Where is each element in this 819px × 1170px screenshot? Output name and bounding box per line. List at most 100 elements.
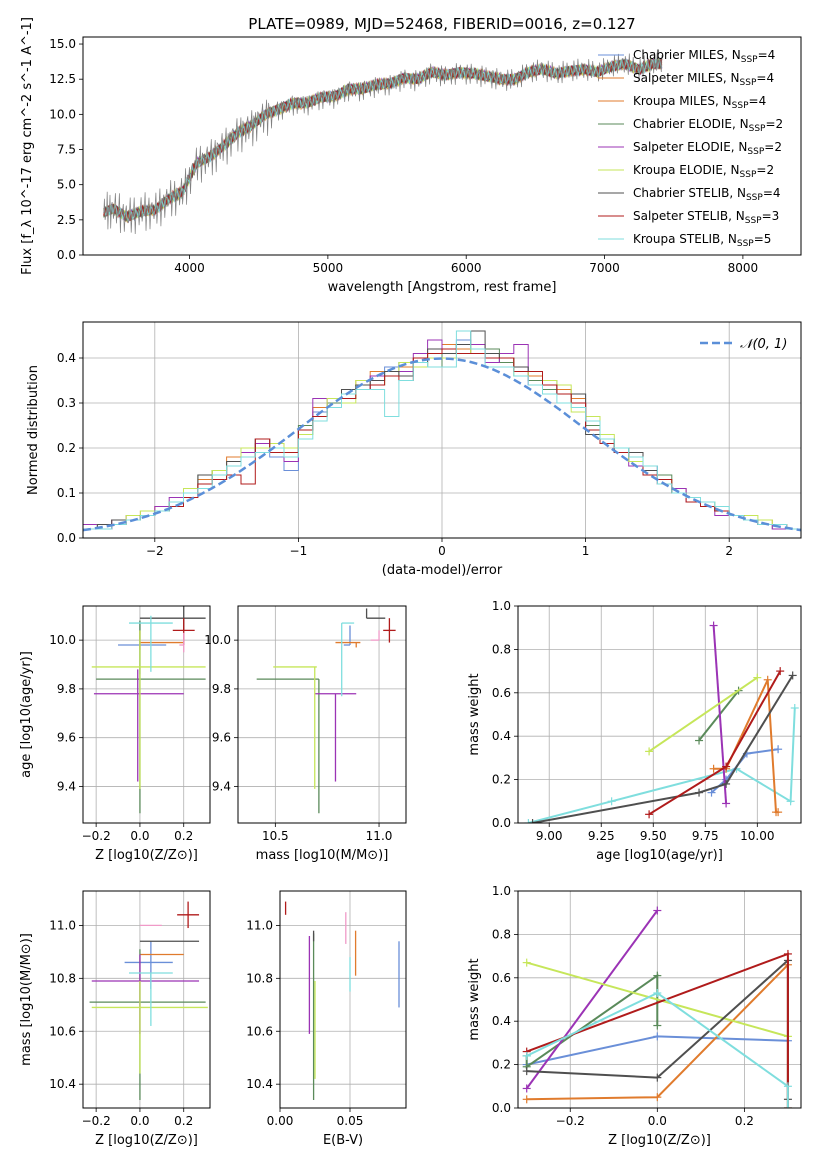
chart-age_vs_mass: 10.5 11.0 9.4 9.6 9.8 10.0 mass [log10(M/M⊙)] — [204, 605, 407, 863]
y-tick-label: 12.5 — [49, 72, 76, 86]
x-axis-label: Z [log10(Z/Z⊙)] — [95, 1133, 198, 1148]
y-axis-label: age [log10(age/yr)] — [19, 651, 34, 778]
chart-residuals: −2 −1 0 1 2 0.0 0.1 0.2 0.3 0.4 (data-model)/error… — [26, 321, 802, 578]
y-tick-label: 2.5 — [57, 213, 76, 227]
y-tick-label: 0.0 — [57, 248, 76, 262]
legend-label: Salpeter MILES, NSSP=4 — [633, 71, 774, 88]
legend-text: Kroupa STELIB, N — [633, 232, 737, 246]
errorbar-plot — [256, 608, 396, 814]
x-tick-label: 9.00 — [536, 829, 563, 843]
weight-line — [712, 625, 728, 804]
weight-line — [526, 961, 789, 1038]
weight-line — [525, 973, 659, 1069]
y-tick-label: 0.6 — [492, 971, 511, 985]
weight-plot — [524, 621, 799, 823]
weight-plot — [522, 906, 792, 1108]
legend-text: Kroupa MILES, N — [633, 94, 732, 108]
legend-subscript: SSP — [746, 193, 763, 203]
legend-subscript: SSP — [740, 78, 757, 88]
x-tick-label: 0.2 — [735, 1114, 754, 1128]
x-axis-label: wavelength [Angstrom, rest frame] — [328, 280, 557, 295]
y-tick-label: 0.3 — [57, 396, 76, 410]
x-axis-label: Z [log10(Z/Z⊙)] — [608, 1133, 711, 1148]
histogram-plot — [83, 330, 801, 538]
legend-text: Chabrier MILES, N — [633, 48, 741, 62]
legend-text: Salpeter ELODIE, N — [633, 140, 747, 154]
y-tick-label: 10.4 — [246, 1077, 273, 1091]
errorbar-plot — [91, 606, 206, 814]
gaussian-curve — [83, 357, 801, 532]
x-axis-label: age [log10(age/yr)] — [596, 848, 723, 863]
legend-text: Kroupa ELODIE, N — [633, 163, 740, 177]
y-axis-label: mass [log10(M/M⊙)] — [19, 933, 34, 1066]
x-tick-label: 11.0 — [366, 829, 393, 843]
y-tick-label: 0.8 — [492, 927, 511, 941]
legend-label: Chabrier STELIB, NSSP=4 — [633, 186, 781, 203]
legend-subscript: SSP — [737, 239, 754, 249]
legend-text: =4 — [758, 48, 776, 62]
axes-frame — [517, 890, 802, 1109]
y-tick-label: 0.1 — [57, 486, 76, 500]
legend-subscript: SSP — [732, 101, 749, 111]
legend-label: Chabrier ELODIE, NSSP=2 — [633, 117, 783, 134]
y-tick-label: 0.0 — [492, 1101, 511, 1115]
legend-subscript: SSP — [749, 124, 766, 134]
x-tick-label: 10.00 — [740, 829, 774, 843]
y-tick-label: 0.2 — [492, 1058, 511, 1072]
errorbar-plot — [284, 901, 400, 1101]
x-tick-label: 0.2 — [174, 829, 193, 843]
x-tick-label: 10.5 — [262, 829, 289, 843]
axes-frame — [237, 605, 407, 824]
x-tick-label: 9.75 — [692, 829, 719, 843]
y-tick-label: 9.4 — [57, 779, 76, 793]
chart-title: PLATE=0989, MJD=52468, FIBERID=0016, z=0… — [248, 15, 635, 33]
x-tick-label: 1 — [582, 544, 590, 558]
y-axis-label: mass weight — [467, 673, 482, 755]
y-tick-label: 0.8 — [492, 642, 511, 656]
y-axis-label: Flux [f_λ 10^-17 erg cm^-2 s^-1 A^-1] — [20, 17, 35, 275]
y-tick-label: 9.8 — [212, 682, 231, 696]
y-tick-label: 10.4 — [49, 1077, 76, 1091]
x-tick-label: −0.2 — [82, 1114, 111, 1128]
x-tick-label: −0.2 — [82, 829, 111, 843]
weight-line — [526, 991, 789, 1108]
legend-label: 𝒩(0, 1) — [740, 337, 787, 352]
x-axis-label: E(B-V) — [323, 1133, 363, 1148]
legend-text: =2 — [765, 117, 783, 131]
y-tick-label: 1.0 — [492, 599, 511, 613]
axes-frame — [82, 36, 802, 256]
y-tick-label: 15.0 — [49, 37, 76, 51]
y-tick-label: 9.8 — [57, 682, 76, 696]
legend-subscript: SSP — [740, 170, 757, 180]
legend-text: Salpeter MILES, N — [633, 71, 740, 85]
legend-text: =4 — [763, 186, 781, 200]
observed-spectrum — [103, 52, 663, 235]
x-tick-label: 0 — [438, 544, 446, 558]
x-tick-label: 0.0 — [648, 1114, 667, 1128]
y-tick-label: 7.5 — [57, 143, 76, 157]
chart-mass_vs_Z: −0.2 0.0 0.2 10.4 10.6 10.8 11.0 Z [log10(Z/Z⊙)… — [19, 890, 211, 1148]
y-axis-label: mass weight — [467, 958, 482, 1040]
legend-text: =4 — [756, 71, 774, 85]
x-tick-label: 9.25 — [588, 829, 615, 843]
y-tick-label: 0.0 — [57, 531, 76, 545]
y-tick-label: 9.6 — [212, 731, 231, 745]
axes-frame — [279, 890, 407, 1109]
legend-subscript: SSP — [747, 147, 764, 157]
chart-mass_weight_vs_Z: −0.2 0.0 0.2 0.0 0.2 0.4 0.6 0.8 1.0 Z [log10(Z/Z… — [467, 884, 802, 1148]
y-tick-label: 10.0 — [204, 633, 231, 647]
y-tick-label: 9.6 — [57, 731, 76, 745]
x-tick-label: 8000 — [728, 261, 759, 275]
chart-mass_vs_EBV: 0.00 0.05 10.4 10.6 10.8 11.0 E(B-V) — [246, 890, 407, 1148]
x-axis-label: mass [log10(M/M⊙)] — [256, 848, 389, 863]
errorbar-plot — [89, 901, 208, 1101]
chart-mass_weight_vs_age: 9.00 9.25 9.50 9.75 10.00 0.0 0.2 0.4 0.6 0.8 1.0 a… — [467, 599, 802, 863]
legend-text: =4 — [749, 94, 767, 108]
x-tick-label: 9.50 — [640, 829, 667, 843]
axes-frame — [82, 321, 802, 539]
histogram-step — [83, 330, 801, 538]
legend-text: =2 — [756, 163, 774, 177]
legend-subscript: SSP — [741, 55, 758, 65]
y-tick-label: 0.4 — [492, 729, 511, 743]
